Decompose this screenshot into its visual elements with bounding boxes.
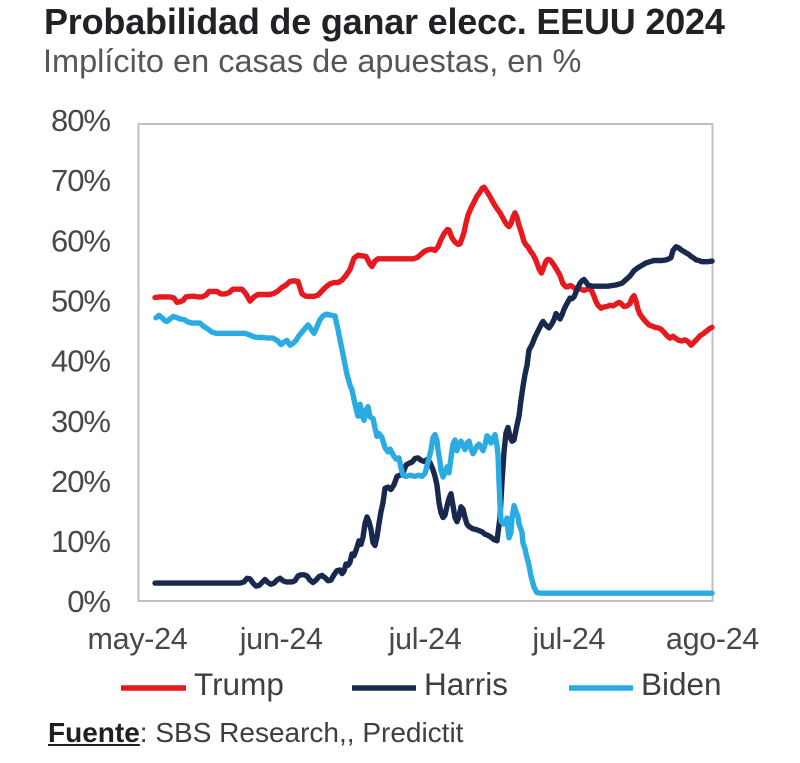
svg-text:80%: 80%	[51, 103, 110, 138]
svg-text:70%: 70%	[51, 163, 110, 198]
svg-text:10%: 10%	[51, 524, 110, 559]
svg-text:60%: 60%	[51, 223, 110, 258]
svg-text:50%: 50%	[51, 283, 110, 318]
svg-text:jun-24: jun-24	[239, 622, 323, 656]
svg-text:0%: 0%	[67, 584, 110, 619]
svg-text:Trump: Trump	[194, 666, 284, 702]
svg-text:Biden: Biden	[641, 666, 722, 702]
svg-text:40%: 40%	[51, 344, 110, 379]
svg-text:Harris: Harris	[424, 666, 508, 702]
svg-text:jul-24: jul-24	[388, 622, 462, 656]
svg-text:20%: 20%	[51, 464, 110, 499]
svg-text:may-24: may-24	[88, 622, 188, 656]
svg-text:30%: 30%	[51, 404, 110, 439]
svg-text:ago-24: ago-24	[666, 622, 760, 656]
svg-text:jul-24: jul-24	[531, 622, 605, 656]
